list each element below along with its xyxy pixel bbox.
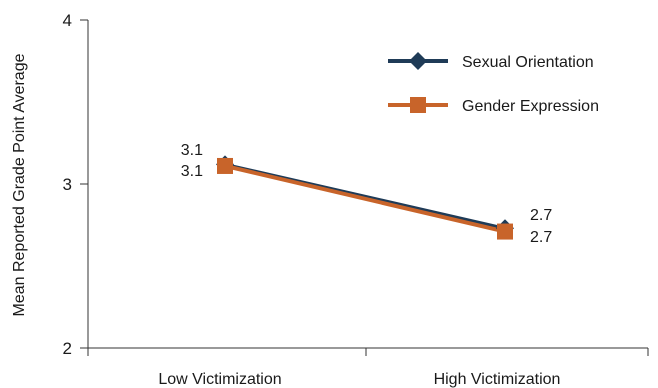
legend-label-sexual-orientation: Sexual Orientation <box>462 54 594 71</box>
data-point-gender-expression-0 <box>217 157 233 174</box>
legend-marker-diamond <box>409 52 427 70</box>
x-category-label-high: High Victimization <box>434 371 561 388</box>
legend-marker-square <box>410 97 426 113</box>
legend: Sexual Orientation Gender Expression <box>388 52 599 115</box>
data-label-so-high: 2.7 <box>530 207 552 224</box>
data-label-ge-high: 2.7 <box>530 229 552 246</box>
data-label-ge-low: 3.1 <box>181 163 203 180</box>
series-layer <box>216 155 514 240</box>
y-tick-label-3: 3 <box>63 175 72 194</box>
x-category-label-low: Low Victimization <box>158 371 281 388</box>
data-point-gender-expression-1 <box>497 223 513 240</box>
legend-label-gender-expression: Gender Expression <box>462 98 599 115</box>
y-axis-title: Mean Reported Grade Point Average <box>11 53 28 316</box>
y-tick-label-4: 4 <box>63 11 72 30</box>
y-tick-label-2: 2 <box>63 339 72 358</box>
data-label-so-low: 3.1 <box>181 142 203 159</box>
series-line-gender-expression <box>224 164 506 234</box>
